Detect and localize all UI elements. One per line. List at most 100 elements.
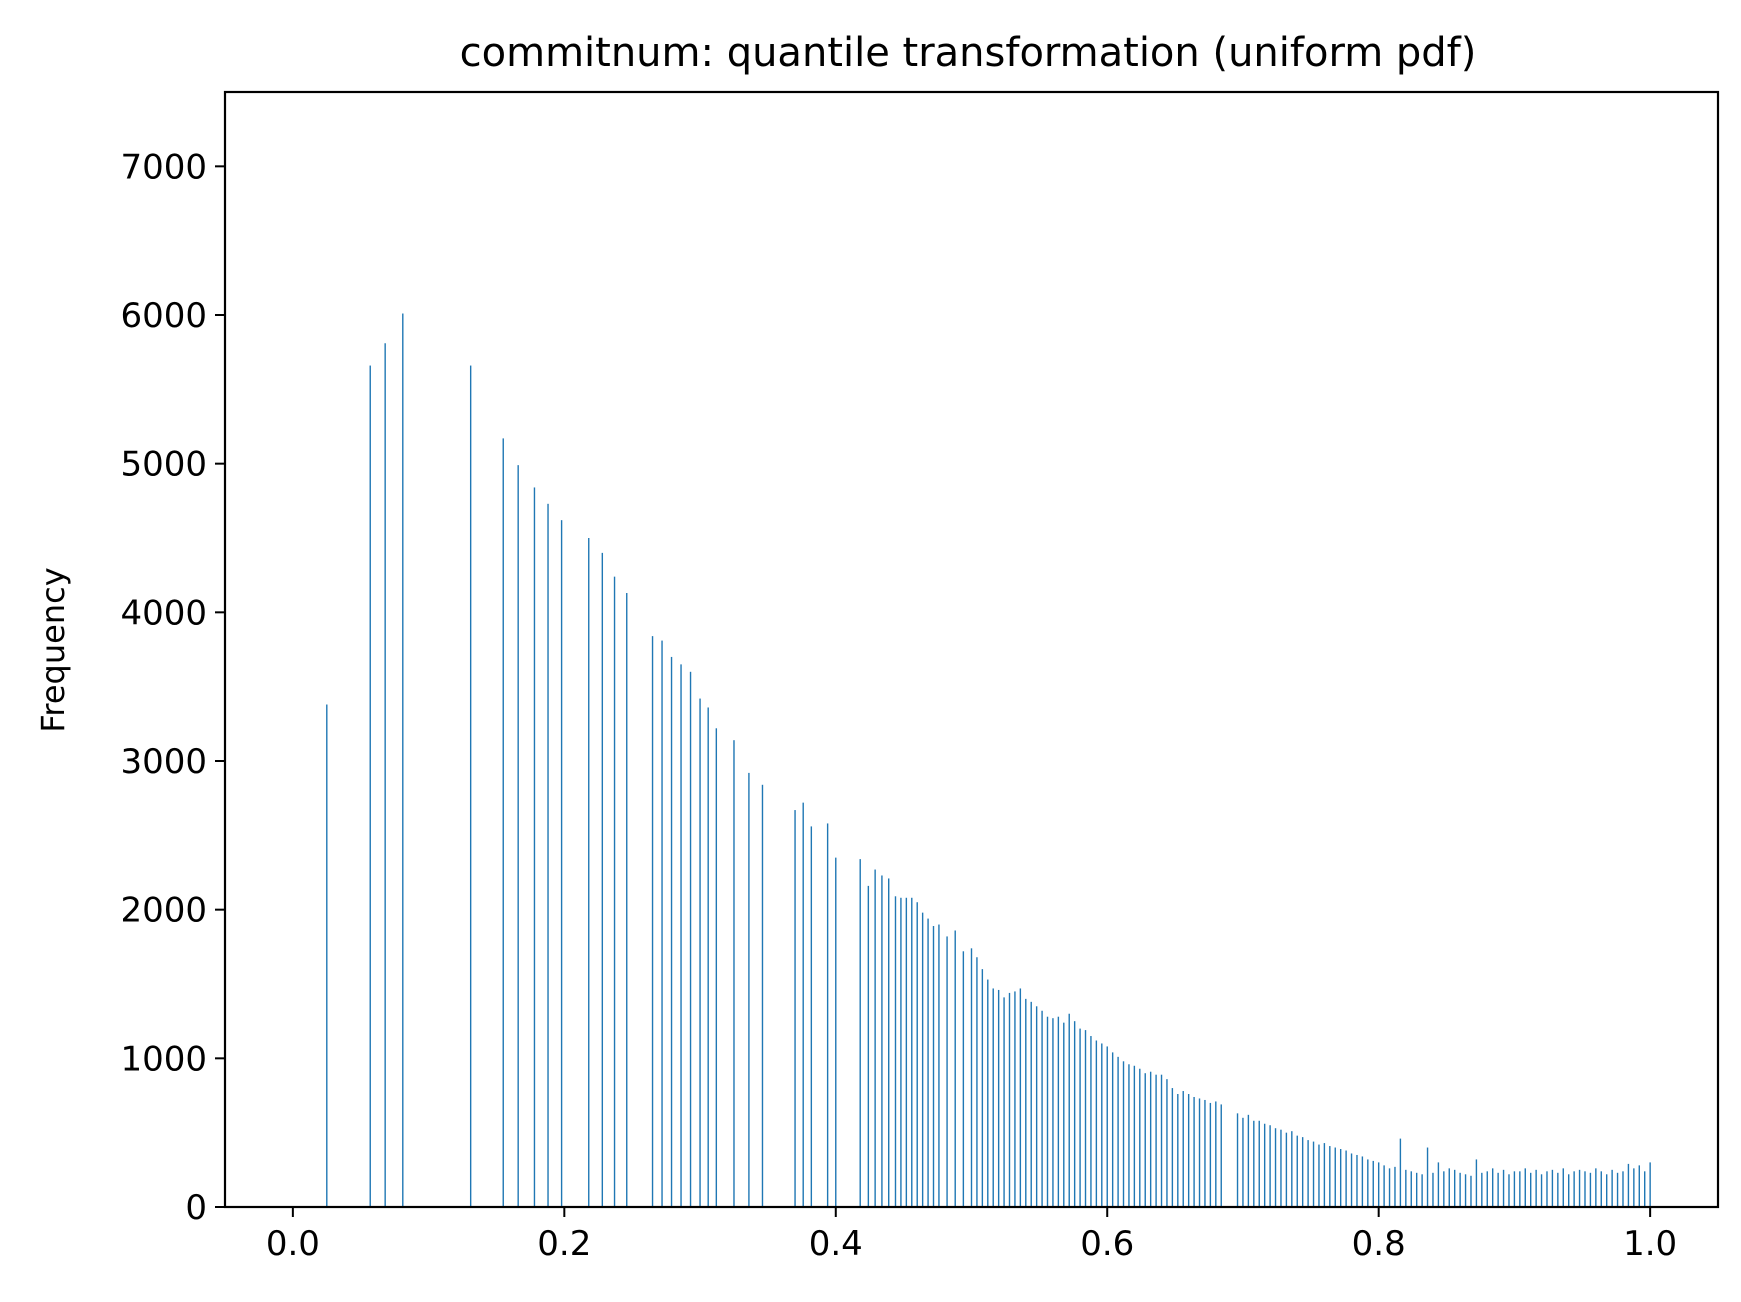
histogram-bar bbox=[1215, 1101, 1217, 1207]
y-tick-label: 5000 bbox=[120, 445, 207, 485]
histogram-bar bbox=[1453, 1169, 1456, 1207]
histogram-bar bbox=[1578, 1169, 1581, 1207]
histogram-bar bbox=[1144, 1073, 1146, 1207]
histogram-bar bbox=[976, 957, 978, 1207]
histogram-bar bbox=[1111, 1052, 1114, 1207]
histogram-bar bbox=[1068, 1013, 1070, 1207]
x-tick-label: 0.8 bbox=[1352, 1224, 1406, 1264]
histogram-bar bbox=[1285, 1132, 1288, 1207]
histogram-bar bbox=[1155, 1074, 1157, 1207]
histogram-bar bbox=[1622, 1171, 1624, 1207]
histogram-bar bbox=[1323, 1143, 1326, 1207]
histogram-bar bbox=[1410, 1171, 1412, 1207]
histogram-bar bbox=[954, 930, 956, 1207]
histogram-bar bbox=[867, 885, 870, 1207]
histogram-bar bbox=[1383, 1165, 1385, 1207]
histogram-bar bbox=[1258, 1120, 1260, 1207]
histogram-bar bbox=[1405, 1169, 1407, 1207]
histogram-bar bbox=[900, 897, 902, 1207]
histogram-bar bbox=[560, 520, 563, 1207]
histogram-bar bbox=[1133, 1065, 1136, 1207]
histogram-bar bbox=[1421, 1174, 1423, 1207]
histogram-bar bbox=[1008, 992, 1011, 1207]
histogram-bar bbox=[1573, 1171, 1575, 1207]
histogram-bar bbox=[1589, 1172, 1592, 1207]
histogram-bar bbox=[1307, 1140, 1309, 1207]
histogram-bar bbox=[1291, 1131, 1293, 1207]
histogram-bar bbox=[1329, 1146, 1331, 1207]
histogram-bar bbox=[533, 487, 536, 1207]
histogram-bar bbox=[502, 438, 504, 1207]
histogram-bar bbox=[992, 988, 994, 1207]
histogram-bar bbox=[1035, 1006, 1038, 1207]
histogram-bar bbox=[1046, 1016, 1049, 1207]
histogram-bar bbox=[1535, 1169, 1537, 1207]
histogram-bar bbox=[1464, 1174, 1467, 1207]
histogram-bar bbox=[1041, 1010, 1043, 1207]
histogram-bar bbox=[1546, 1171, 1548, 1207]
histogram-bar bbox=[1204, 1099, 1206, 1207]
histogram-bar bbox=[715, 728, 718, 1207]
histogram-bar bbox=[1606, 1174, 1608, 1207]
histogram-bar bbox=[1644, 1171, 1646, 1207]
histogram-bar bbox=[1073, 1021, 1076, 1207]
histogram-bar bbox=[761, 784, 764, 1207]
y-tick-label: 1000 bbox=[120, 1039, 207, 1079]
histogram-bar bbox=[1584, 1171, 1586, 1207]
histogram-bar bbox=[927, 918, 929, 1207]
histogram-bar bbox=[1486, 1171, 1488, 1207]
histogram-bar bbox=[1236, 1113, 1239, 1207]
histogram-bar bbox=[1470, 1175, 1472, 1207]
histogram-bar bbox=[794, 810, 796, 1207]
x-tick-label: 0.4 bbox=[809, 1224, 863, 1264]
histogram-bar bbox=[859, 859, 861, 1207]
histogram-bar bbox=[1030, 1001, 1032, 1207]
histogram-bar bbox=[1415, 1172, 1418, 1207]
y-axis-label: Frequency bbox=[34, 567, 72, 732]
histogram-bar bbox=[921, 912, 924, 1207]
histogram-bar bbox=[1014, 991, 1016, 1207]
histogram-bar bbox=[1399, 1138, 1402, 1207]
histogram-bar bbox=[1551, 1169, 1554, 1207]
histogram-bar bbox=[1649, 1162, 1651, 1207]
y-tick-label: 2000 bbox=[120, 891, 207, 931]
histogram-bar bbox=[1627, 1163, 1630, 1207]
histogram-bar bbox=[970, 948, 973, 1207]
histogram-bar bbox=[1247, 1114, 1250, 1207]
histogram-bar bbox=[1475, 1159, 1478, 1207]
histogram-bar bbox=[1616, 1172, 1619, 1207]
histogram-bar bbox=[384, 343, 386, 1207]
histogram-bar bbox=[1339, 1149, 1342, 1207]
histogram-bar bbox=[1502, 1169, 1505, 1207]
histogram-bar bbox=[1562, 1168, 1564, 1207]
histogram-bar bbox=[670, 656, 673, 1207]
histogram-bar bbox=[651, 636, 654, 1207]
histogram-bar bbox=[1090, 1036, 1092, 1207]
histogram-bar bbox=[881, 875, 883, 1207]
histogram-bar bbox=[1437, 1162, 1440, 1207]
histogram-bar bbox=[1443, 1171, 1445, 1207]
y-tick-label: 7000 bbox=[120, 147, 207, 187]
histogram-bar bbox=[1171, 1088, 1174, 1207]
histogram-bar bbox=[1139, 1068, 1141, 1207]
histogram-bar bbox=[601, 552, 604, 1207]
histogram-bar bbox=[1106, 1046, 1108, 1207]
histogram-bar bbox=[1513, 1171, 1516, 1207]
histogram-bar bbox=[1388, 1168, 1391, 1207]
histogram-bar bbox=[1600, 1171, 1602, 1207]
histogram-bar bbox=[1025, 998, 1027, 1207]
bars-group bbox=[326, 313, 1651, 1207]
histogram-bar bbox=[1079, 1028, 1081, 1207]
histogram-bar bbox=[1497, 1172, 1499, 1207]
histogram-bar bbox=[1187, 1094, 1190, 1207]
histogram-bar bbox=[733, 740, 735, 1207]
histogram-bar bbox=[1508, 1174, 1510, 1207]
histogram-bar bbox=[1084, 1030, 1087, 1207]
histogram-bar bbox=[1052, 1018, 1054, 1207]
histogram-bar bbox=[1209, 1102, 1212, 1207]
x-tick-label: 0.6 bbox=[1080, 1224, 1134, 1264]
histogram-bar bbox=[835, 857, 837, 1207]
histogram-bar bbox=[1345, 1150, 1347, 1207]
plot-area-frame bbox=[223, 90, 1720, 1209]
histogram-bar bbox=[1638, 1165, 1640, 1207]
